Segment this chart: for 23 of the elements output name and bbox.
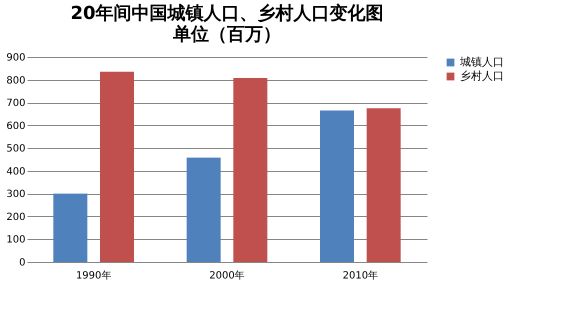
chart-title: 20年间中国城镇人口、乡村人口变化图 xyxy=(70,3,384,24)
y-tick-label: 800 xyxy=(6,75,26,86)
chart-subtitle: 单位（百万） xyxy=(172,24,281,45)
legend-label: 城镇人口 xyxy=(459,56,504,68)
bar xyxy=(186,158,221,262)
bar xyxy=(100,72,134,262)
x-tick-label: 2000年 xyxy=(209,270,245,282)
y-tick-label: 400 xyxy=(6,166,26,178)
y-tick-label: 600 xyxy=(6,120,26,132)
y-tick-label: 0 xyxy=(19,258,26,268)
y-tick-label: 200 xyxy=(6,212,26,223)
y-tick-label: 300 xyxy=(6,189,26,200)
y-tick-label: 700 xyxy=(6,98,26,110)
bar xyxy=(53,194,88,262)
y-tick-label: 900 xyxy=(6,52,26,64)
y-tick-label: 100 xyxy=(6,234,26,246)
legend-label: 乡村人口 xyxy=(460,70,504,82)
bar xyxy=(320,110,354,262)
x-tick-label: 1990年 xyxy=(76,270,112,282)
x-tick-label: 2010年 xyxy=(342,270,378,282)
bar xyxy=(366,108,401,262)
y-tick-label: 500 xyxy=(6,144,26,155)
bar xyxy=(233,78,268,262)
